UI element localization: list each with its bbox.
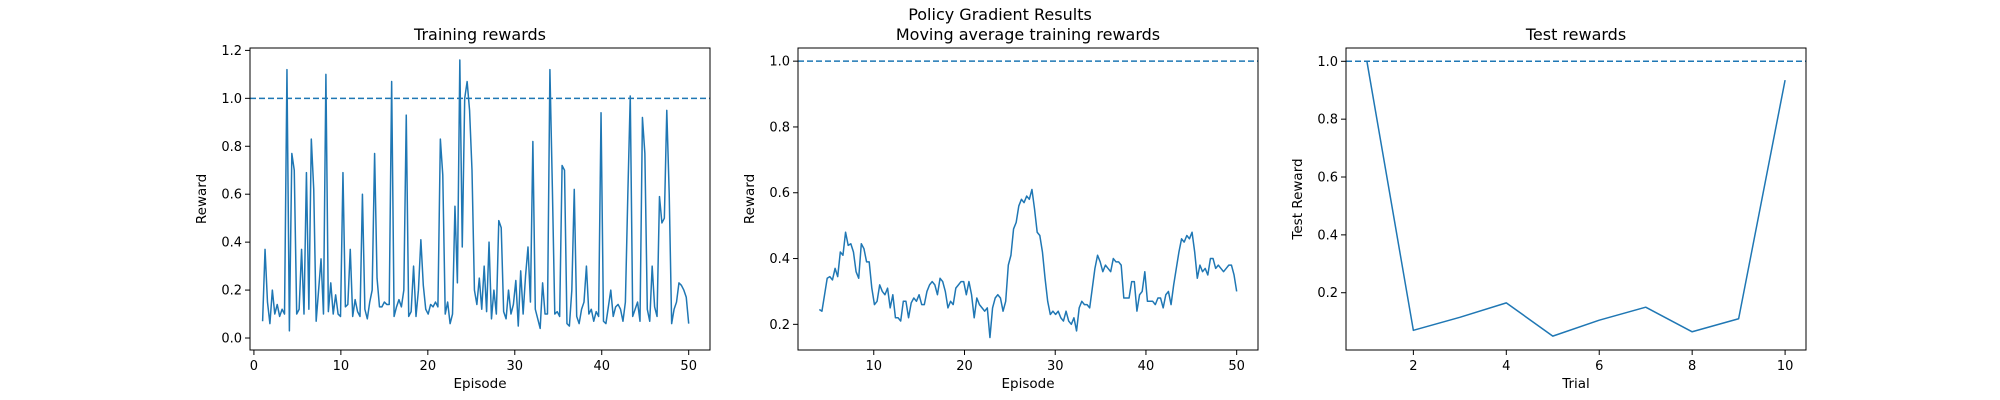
axes-frame: [1345, 47, 1807, 351]
chart-panel-3: 2 4 6 8 10 0.2 0.4 0.6 0.8 1.0 Test rewards Trial Te…: [1290, 25, 1807, 392]
x-tick-label: 10: [333, 359, 350, 374]
y-tick-label: 0.2: [769, 318, 790, 333]
series-line: [1366, 61, 1786, 337]
x-tick-label: 20: [420, 359, 437, 374]
x-axis-label: Trial: [1561, 376, 1590, 392]
y-tick-label: 0.4: [1317, 228, 1338, 243]
y-axis-label: Reward: [742, 174, 758, 224]
x-tick-label: 10: [1777, 359, 1794, 374]
x-tick-label: 40: [593, 359, 610, 374]
series-line: [818, 188, 1238, 339]
y-tick-label: 0.0: [221, 332, 242, 347]
chart-panel-1: 0 10 20 30 40 50 0.0 0.2 0.4 0.6 0.8 1.0 1.2 Training…: [194, 25, 711, 392]
x-tick-label: 50: [680, 359, 697, 374]
y-tick-label: 0.4: [769, 252, 790, 267]
y-tick-label: 0.6: [1317, 171, 1338, 186]
chart-panel-2: 10 20 30 40 50 0.2 0.4 0.6 0.8 1.0 Moving average …: [742, 25, 1259, 392]
y-tick-label: 0.8: [1317, 113, 1338, 128]
y-tick-label: 1.0: [1317, 55, 1338, 70]
x-tick-label: 4: [1502, 359, 1510, 374]
x-tick-label: 8: [1688, 359, 1696, 374]
chart-title: Moving average training rewards: [896, 25, 1160, 44]
chart-title: Training rewards: [413, 25, 546, 44]
x-axis-label: Episode: [1001, 376, 1054, 392]
y-tick-label: 0.4: [221, 236, 242, 251]
y-tick-label: 1.0: [769, 55, 790, 70]
axes-frame: [797, 47, 1259, 351]
y-tick-label: 0.2: [221, 284, 242, 299]
x-tick-label: 6: [1595, 359, 1603, 374]
y-tick-label: 0.6: [221, 188, 242, 203]
y-tick-label: 1.0: [221, 92, 242, 107]
axes-frame: [249, 47, 711, 351]
y-tick-label: 0.8: [769, 120, 790, 135]
y-axis-label: Test Reward: [1290, 158, 1306, 240]
x-tick-label: 2: [1409, 359, 1417, 374]
x-tick-label: 20: [956, 359, 973, 374]
x-tick-label: 50: [1228, 359, 1245, 374]
x-tick-label: 30: [507, 359, 524, 374]
y-axis-label: Reward: [194, 174, 210, 224]
y-tick-label: 1.2: [221, 44, 242, 59]
x-tick-label: 40: [1138, 359, 1155, 374]
y-tick-label: 0.6: [769, 186, 790, 201]
x-axis-label: Episode: [453, 376, 506, 392]
x-tick-label: 30: [1047, 359, 1064, 374]
y-tick-label: 0.2: [1317, 286, 1338, 301]
series-line: [261, 59, 690, 332]
x-tick-label: 10: [865, 359, 882, 374]
chart-title: Test rewards: [1525, 25, 1626, 44]
x-tick-label: 0: [250, 359, 258, 374]
figure-suptitle: Policy Gradient Results: [908, 5, 1092, 24]
y-tick-label: 0.8: [221, 140, 242, 155]
